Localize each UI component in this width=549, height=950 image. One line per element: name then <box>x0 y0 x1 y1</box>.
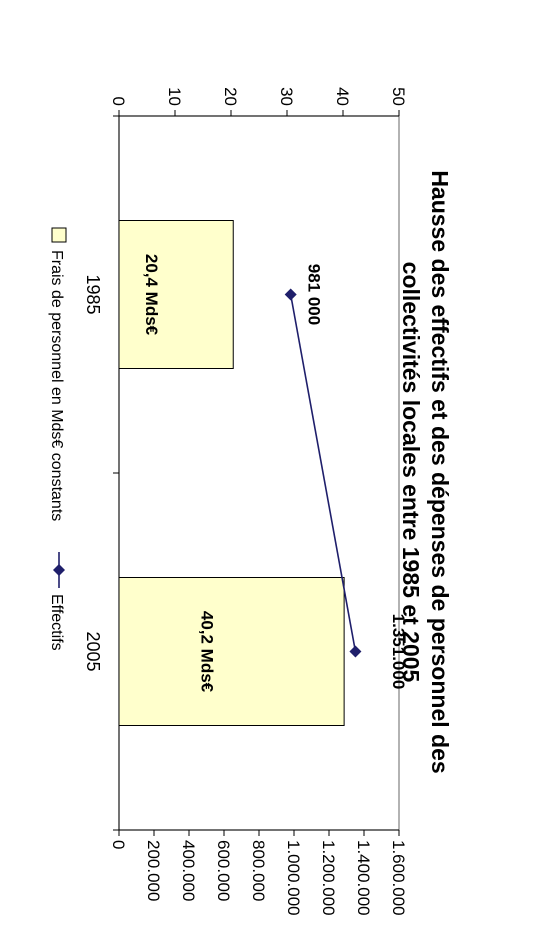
chart-title: Hausse des effectifs et des dépenses de … <box>398 170 453 773</box>
category-label-2005: 2005 <box>83 631 103 671</box>
chart-title-line-2: collectivités locales entre 1985 et 2005 <box>398 262 424 683</box>
primary-tick-label: 30 <box>277 87 296 106</box>
primary-tick-label: 10 <box>165 87 184 106</box>
bar-series <box>118 220 345 726</box>
bar-label-2005: 40,2 Mds€ <box>198 611 217 693</box>
secondary-tick-label: 1.400.000 <box>354 840 373 916</box>
secondary-tick-label: 400.000 <box>179 840 198 901</box>
primary-tick-label: 40 <box>333 87 352 106</box>
effectifs-label-1985: 981 000 <box>305 264 324 325</box>
secondary-tick-label: 1.600.000 <box>389 840 408 916</box>
secondary-axis: 0 200.000 400.000 600.000 800.000 1.000.000 1.… <box>109 829 408 916</box>
effectifs-marker-2005 <box>349 645 362 658</box>
category-label-1985: 1985 <box>83 274 103 314</box>
rotated-chart: Hausse des effectifs et des dépenses de … <box>48 87 453 916</box>
secondary-tick-label: 800.000 <box>249 840 268 901</box>
category-axis: 1985 2005 <box>83 115 120 831</box>
effectifs-label-2005: 1.351.000 <box>389 614 408 690</box>
legend-line-label: Effectifs <box>48 594 65 651</box>
bar-1985 <box>118 220 234 369</box>
legend-bar-swatch <box>51 227 67 243</box>
primary-tick-label: 0 <box>109 97 128 106</box>
data-labels: 20,4 Mds€ 40,2 Mds€ 981 000 1.351.000 <box>142 254 408 693</box>
secondary-tick-label: 1.000.000 <box>284 840 303 916</box>
effectifs-marker-1985 <box>284 288 297 301</box>
secondary-tick-label: 0 <box>109 840 128 849</box>
primary-axis: 0 10 20 30 40 50 <box>109 87 408 117</box>
legend-line-marker <box>53 564 65 576</box>
secondary-tick-label: 600.000 <box>214 840 233 901</box>
secondary-tick-label: 1.200.000 <box>319 840 338 916</box>
secondary-tick-label: 200.000 <box>144 840 163 901</box>
chart-title-line-1: Hausse des effectifs et des dépenses de … <box>427 170 453 773</box>
bar-label-1985: 20,4 Mds€ <box>142 254 161 336</box>
bar-2005 <box>118 577 345 726</box>
primary-tick-label: 50 <box>389 87 408 106</box>
primary-tick-label: 20 <box>221 87 240 106</box>
legend-bar-label: Frais de personnel en Mds€ constants <box>48 250 65 521</box>
effectifs-line <box>289 294 357 652</box>
legend: Frais de personnel en Mds€ constants Effe… <box>48 227 67 651</box>
